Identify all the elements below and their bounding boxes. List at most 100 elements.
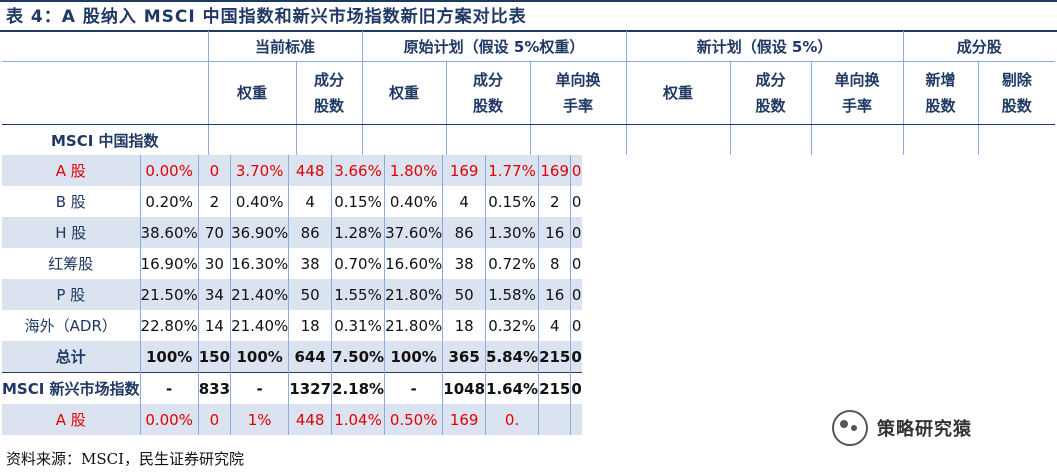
table-cell: 1.58% xyxy=(485,279,539,310)
header-constituents: 成分股 xyxy=(902,31,1056,62)
row-label: A 股 xyxy=(2,404,141,435)
table-cell: 100% xyxy=(139,341,199,373)
col-new-stocks: 成分 股数 xyxy=(729,61,812,125)
table-cell: 0.40% xyxy=(230,186,289,217)
table-cell: 22.80% xyxy=(139,310,199,341)
table-cell: 448 xyxy=(288,155,332,186)
table-row: H 股 38.60% 70 36.90% 86 1.28% 37.60% 86 1.30% 16 0 xyxy=(2,217,582,248)
table-cell: 37.60% xyxy=(384,217,443,248)
table-cell: 3.66% xyxy=(331,155,385,186)
row-label: P 股 xyxy=(2,279,141,310)
table-cell: 100% xyxy=(230,341,289,373)
table-row: P 股 21.50% 34 21.40% 50 1.55% 21.80% 50 1.58% 16 0 xyxy=(2,279,582,310)
table-cell: 0.15% xyxy=(331,186,385,217)
table-row: MSCI 新兴市场指数 -833-1327 2.18% -1048 1.64% 215 0 xyxy=(2,372,582,404)
comparison-table: 当前标准 原始计划（假设 5%权重） 新计划（假设 5%） 成分股 权重 成分股… xyxy=(2,31,1056,435)
table-cell: 38 xyxy=(288,248,332,279)
table-cell: - xyxy=(139,372,199,404)
table-cell: 0.00% xyxy=(139,404,199,435)
table-cell: 21.50% xyxy=(139,279,199,310)
table-cell: 5.84% xyxy=(485,341,539,373)
table-row: 红筹股 16.90% 30 16.30% 38 0.70% 16.60% 38 0.72% 8 0 xyxy=(2,248,582,279)
header-new: 新计划（假设 5%） xyxy=(625,31,904,62)
watermark: 策略研究猿 xyxy=(832,410,975,446)
table-row: A 股 0.00% 0 1% 448 1.04% 0.50% 169 0. xyxy=(2,404,582,435)
header-column-row: 权重 成分 股数 权重 成分 股数 单向换 手率 权重 成分 股数 单向换 手率 新增 股数… xyxy=(2,61,1056,125)
table-cell: 86 xyxy=(442,217,486,248)
table-cell: 4 xyxy=(288,186,332,217)
row-label: MSCI 新兴市场指数 xyxy=(2,372,141,404)
header-original: 原始计划（假设 5%权重） xyxy=(361,31,627,62)
table-row: A 股 0.00% 0 3.70% 448 3.66% 1.80% 169 1.77% 169 0 xyxy=(2,155,582,186)
table-cell: 21.80% xyxy=(384,310,443,341)
col-new-turnover: 单向换 手率 xyxy=(810,61,904,125)
table-cell: 0 xyxy=(570,310,582,341)
table-cell: 1% xyxy=(230,404,289,435)
header-empty-cell xyxy=(2,31,208,62)
source-note: 资料来源：MSCI，民生证券研究院 xyxy=(6,450,245,468)
table-cell: 7.50% xyxy=(331,341,385,373)
table-cell: 0.50% xyxy=(384,404,443,435)
table-cell: 3.70% xyxy=(230,155,289,186)
table-cell: 8 xyxy=(538,248,571,279)
table-cell: 0. xyxy=(485,404,539,435)
table-cell: 4 xyxy=(538,310,571,341)
table-cell xyxy=(570,404,582,435)
row-label: H 股 xyxy=(2,217,141,248)
table-title: 表 4：A 股纳入 MSCI 中国指数和新兴市场指数新旧方案对比表 xyxy=(6,7,527,27)
table-cell: 0 xyxy=(570,279,582,310)
table-cell: 0.40% xyxy=(384,186,443,217)
table-cell: 0.70% xyxy=(331,248,385,279)
table-cell: 36.90% xyxy=(230,217,289,248)
table-cell: 16 xyxy=(538,217,571,248)
table-cell: 0 xyxy=(570,341,582,373)
header-current: 当前标准 xyxy=(207,31,363,62)
col-orig-stocks: 成分 股数 xyxy=(445,61,531,125)
col-orig-weight: 权重 xyxy=(361,61,447,125)
table-cell xyxy=(538,404,571,435)
table-cell: 0 xyxy=(570,372,582,404)
table-cell: 16 xyxy=(538,279,571,310)
table-cell: 169 xyxy=(442,404,486,435)
table-cell: 169 xyxy=(442,155,486,186)
table-cell: - xyxy=(230,372,289,404)
table-cell: 0 xyxy=(197,404,231,435)
table-cell: 0 xyxy=(570,186,582,217)
header-group-row: 当前标准 原始计划（假设 5%权重） 新计划（假设 5%） 成分股 xyxy=(2,31,1056,62)
section-row: MSCI 中国指数 xyxy=(2,124,1056,155)
table-cell: 2.18% xyxy=(331,372,385,404)
table-cell: 215 xyxy=(538,341,571,373)
table-cell: 0.72% xyxy=(485,248,539,279)
table-row: B 股 0.20% 2 0.40% 4 0.15% 0.40% 4 0.15% 2 0 xyxy=(2,186,582,217)
watermark-text: 策略研究猿 xyxy=(874,415,975,441)
table-row: 总计 100% 150 100% 644 7.50% 100% 365 5.84% 215 0 xyxy=(2,341,582,373)
table-cell: 150 xyxy=(197,341,231,373)
row-label: B 股 xyxy=(55,193,86,211)
table-cell: 0 xyxy=(570,155,582,186)
table-cell: 16.90% xyxy=(139,248,199,279)
table-cell: 86 xyxy=(288,217,332,248)
table-cell: 18 xyxy=(442,310,486,341)
table-cell: 16.60% xyxy=(384,248,443,279)
table-cell: 1.64% xyxy=(485,372,539,404)
table-cell: 1327 xyxy=(288,372,332,404)
table-cell: 21.80% xyxy=(384,279,443,310)
table-cell: 0.31% xyxy=(331,310,385,341)
row-label: 总计 xyxy=(2,341,141,373)
col-removed: 剔除 股数 xyxy=(977,61,1056,125)
table-cell: 2 xyxy=(538,186,571,217)
table-cell: 0 xyxy=(570,217,582,248)
table-cell: 365 xyxy=(442,341,486,373)
table-cell: 0 xyxy=(570,248,582,279)
table-cell: 2 xyxy=(197,186,231,217)
col-cur-stocks: 成分 股数 xyxy=(295,61,363,125)
table-row: 海外（ADR） 22.80% 14 21.40% 18 0.31% 21.80% 18 0.32… xyxy=(2,310,582,341)
table-cell: 34 xyxy=(197,279,231,310)
col-cur-weight: 权重 xyxy=(207,61,296,125)
table-cell: 14 xyxy=(197,310,231,341)
table-cell: 100% xyxy=(384,341,443,373)
col-new-weight: 权重 xyxy=(625,61,731,125)
table-cell: 833 xyxy=(197,372,231,404)
table-cell: 215 xyxy=(538,372,571,404)
table-cell: 1.28% xyxy=(331,217,385,248)
